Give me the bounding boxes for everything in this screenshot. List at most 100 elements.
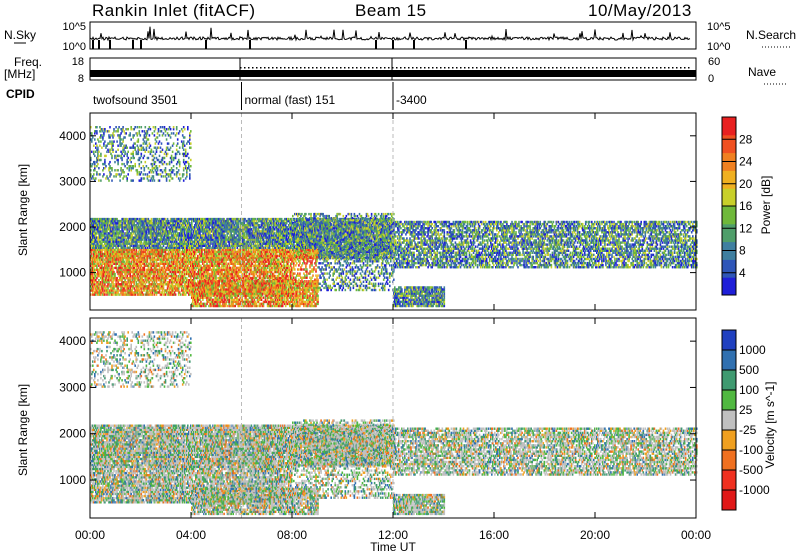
nave-dot	[356, 67, 358, 69]
data-cell	[91, 253, 93, 255]
data-cell	[122, 234, 124, 236]
nave-dot	[444, 67, 446, 69]
data-cell	[168, 220, 170, 222]
data-cell	[238, 222, 240, 224]
data-cell	[329, 257, 331, 259]
nave-dot	[412, 67, 414, 69]
nave-dot	[344, 67, 346, 69]
data-cell	[226, 234, 228, 236]
data-cell	[266, 234, 268, 236]
data-cell	[117, 234, 119, 236]
nave-dot	[592, 67, 594, 69]
nave-dot	[272, 67, 274, 69]
freq-panel: Freq. [MHz] 18 8 60 0 Nave	[4, 55, 786, 85]
data-cell	[209, 245, 211, 247]
data-cell	[208, 234, 210, 236]
nave-dot	[596, 67, 598, 69]
nave-dot	[368, 67, 370, 69]
nave-dot	[364, 67, 366, 69]
data-cell	[179, 249, 181, 251]
data-cell	[95, 234, 97, 236]
nave-dot	[372, 67, 374, 69]
data-cell	[225, 241, 227, 243]
nave-dot	[628, 67, 630, 69]
date-title: 10/May/2013	[588, 1, 692, 20]
noise-right-tick-bottom: 10^0	[707, 41, 731, 53]
data-cell	[131, 234, 133, 236]
nave-dot	[480, 67, 482, 69]
data-cell	[131, 226, 133, 228]
nave-dot	[516, 67, 518, 69]
freq-left-tick-bottom: 8	[78, 73, 84, 85]
cpid-segment-label: -3400	[396, 93, 427, 107]
nave-dot	[248, 67, 250, 69]
nave-dot	[408, 67, 410, 69]
data-cell	[141, 241, 143, 243]
nave-dot	[396, 67, 398, 69]
nave-dot	[416, 67, 418, 69]
nave-dot	[316, 67, 318, 69]
nave-dot	[300, 67, 302, 69]
nave-dot	[584, 67, 586, 69]
nave-dot	[264, 67, 266, 69]
noise-panel: N.Sky 10^5 10^0 10^5 10^0 N.Search	[4, 21, 796, 53]
nave-dot	[468, 67, 470, 69]
nave-dot	[388, 67, 390, 69]
data-cell	[104, 234, 106, 236]
nave-dot	[684, 67, 686, 69]
cpid-segment-label: normal (fast) 151	[245, 93, 336, 107]
nave-dot	[556, 67, 558, 69]
noise-left-tick-top: 10^5	[62, 21, 86, 33]
nave-dot	[636, 67, 638, 69]
nave-dot	[268, 67, 270, 69]
data-cell	[124, 245, 126, 247]
data-cell	[195, 253, 197, 255]
data-cell	[269, 245, 271, 247]
freq-right-tick-top: 60	[708, 56, 720, 68]
nave-dot	[292, 67, 294, 69]
data-cell	[233, 234, 235, 236]
nave-dot	[484, 67, 486, 69]
data-cell	[274, 232, 276, 234]
nave-dot	[572, 67, 574, 69]
nave-dot	[624, 67, 626, 69]
data-cell	[205, 234, 207, 236]
data-cell	[213, 234, 215, 236]
nave-dot	[500, 67, 502, 69]
data-cell	[115, 234, 117, 236]
nave-dot	[668, 67, 670, 69]
data-cell	[251, 228, 253, 230]
nave-dot	[536, 67, 538, 69]
data-cell	[102, 249, 104, 251]
nave-dot	[464, 67, 466, 69]
nave-dot	[528, 67, 530, 69]
nave-dot	[568, 67, 570, 69]
data-cell	[146, 230, 148, 232]
nave-dot	[404, 67, 406, 69]
data-cell	[272, 241, 274, 243]
data-cell	[169, 253, 171, 255]
nave-dot	[652, 67, 654, 69]
nave-dot	[632, 67, 634, 69]
cpid-segments: twofsound 3501 normal (fast) 151 -3400	[93, 82, 427, 110]
data-cell	[287, 234, 289, 236]
data-cell	[151, 218, 153, 220]
nave-dot	[284, 67, 286, 69]
noise-right-label: N.Search	[746, 28, 796, 42]
nave-dot	[688, 67, 690, 69]
nave-dot	[296, 67, 298, 69]
data-cell	[191, 222, 193, 224]
nave-dot	[532, 67, 534, 69]
nave-dot	[492, 67, 494, 69]
nave-dot	[452, 67, 454, 69]
data-cell	[168, 234, 170, 236]
data-cell	[280, 234, 282, 236]
nave-dot	[308, 67, 310, 69]
data-cell	[178, 253, 180, 255]
data-cell	[176, 236, 178, 238]
nave-dot	[320, 67, 322, 69]
nave-dot	[600, 67, 602, 69]
station-title: Rankin Inlet (fitACF)	[92, 1, 256, 20]
data-cell	[184, 230, 186, 232]
noise-right-tick-top: 10^5	[707, 21, 731, 33]
